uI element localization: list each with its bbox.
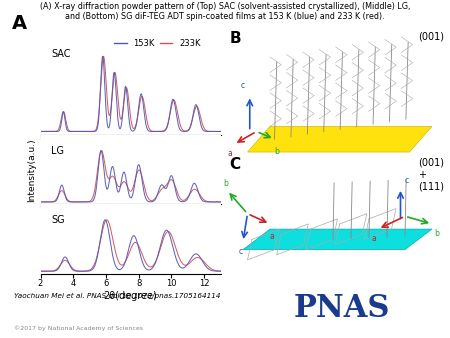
Text: (A) X-ray diffraction powder pattern of (Top) SAC (solvent-assisted crystallized: (A) X-ray diffraction powder pattern of … bbox=[40, 2, 410, 11]
Text: and (Bottom) SG diF-TEG ADT spin-coated films at 153 K (blue) and 233 K (red).: and (Bottom) SG diF-TEG ADT spin-coated … bbox=[65, 12, 385, 21]
Text: LG: LG bbox=[51, 146, 64, 155]
Text: C: C bbox=[230, 157, 241, 172]
Text: a: a bbox=[227, 149, 232, 159]
Text: b: b bbox=[274, 147, 279, 156]
Text: b: b bbox=[434, 229, 439, 238]
Text: SAC: SAC bbox=[51, 49, 71, 59]
Text: B: B bbox=[230, 31, 241, 46]
Text: c: c bbox=[241, 81, 245, 90]
Text: ©2017 by National Academy of Sciences: ©2017 by National Academy of Sciences bbox=[14, 325, 143, 331]
Legend: 153K, 233K: 153K, 233K bbox=[111, 36, 204, 52]
Text: A: A bbox=[12, 14, 27, 32]
Text: Yaochuan Mei et al. PNAS doi:10.1073/pnas.1705164114: Yaochuan Mei et al. PNAS doi:10.1073/pna… bbox=[14, 293, 220, 299]
Text: (001): (001) bbox=[418, 31, 445, 41]
Text: c: c bbox=[405, 176, 409, 186]
Text: a: a bbox=[371, 234, 376, 243]
Y-axis label: Intensity(a.u.): Intensity(a.u.) bbox=[27, 138, 36, 202]
Polygon shape bbox=[243, 229, 432, 250]
X-axis label: 2θ(degree): 2θ(degree) bbox=[104, 291, 158, 301]
Text: a: a bbox=[270, 232, 275, 241]
Text: (001)
+
(111): (001) + (111) bbox=[418, 157, 445, 192]
Text: SG: SG bbox=[51, 215, 65, 225]
Text: c: c bbox=[238, 247, 243, 256]
Polygon shape bbox=[248, 126, 432, 152]
Text: PNAS: PNAS bbox=[294, 293, 390, 324]
Text: b: b bbox=[223, 179, 228, 188]
